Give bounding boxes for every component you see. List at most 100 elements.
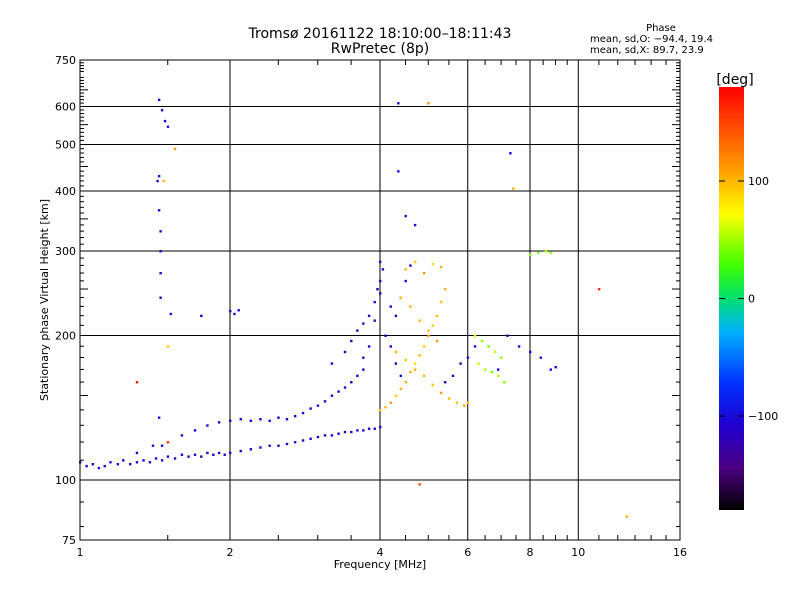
data-point-x-mode — [536, 251, 540, 254]
data-point-x-mode — [503, 381, 506, 384]
colorbar-unit-label: [deg] — [716, 72, 753, 88]
phase-statistics-header: Phase — [646, 23, 676, 34]
data-point-o-mode — [367, 427, 371, 430]
data-point-x-mode — [404, 268, 407, 271]
data-point-x-mode — [466, 401, 470, 404]
data-point-o-mode — [301, 411, 305, 415]
data-point-o-mode — [373, 319, 376, 322]
data-point-o-mode — [285, 418, 289, 421]
data-point-o-mode — [151, 444, 155, 447]
data-point-o-mode — [180, 434, 184, 437]
x-tick-label: 8 — [527, 546, 534, 559]
data-point-o-mode — [404, 279, 407, 283]
data-point-o-mode — [379, 292, 382, 295]
data-point-x-mode — [384, 405, 387, 409]
data-point-o-mode — [91, 462, 95, 466]
data-point-o-mode — [330, 434, 334, 437]
data-point-x-mode — [422, 271, 426, 275]
data-point-x-mode — [480, 339, 484, 343]
data-point-o-mode — [509, 152, 512, 155]
data-point-o-mode — [166, 125, 170, 128]
data-point-o-mode — [277, 416, 280, 419]
data-point-x-mode — [394, 350, 398, 354]
data-point-o-mode — [316, 435, 320, 439]
data-point-o-mode — [466, 356, 470, 359]
data-point-o-mode — [362, 356, 365, 359]
data-point-x-mode — [431, 262, 434, 266]
data-point-x-mode — [512, 187, 515, 190]
data-point-o-mode — [239, 449, 242, 453]
data-point-o-mode — [554, 365, 557, 369]
data-point-o-mode — [379, 260, 382, 264]
data-point-o-mode — [249, 448, 253, 451]
data-point-o-mode — [397, 102, 400, 105]
data-point-x-mode — [463, 404, 466, 407]
data-point-x-mode — [379, 408, 382, 412]
data-point-o-mode — [160, 459, 164, 462]
data-point-o-mode — [496, 368, 500, 371]
data-point-x-mode — [389, 401, 392, 404]
colorbar-tick-label: 0 — [748, 293, 755, 306]
y-tick-label: 500 — [55, 139, 76, 152]
data-point-o-mode — [549, 368, 553, 371]
data-point-o-mode — [397, 170, 400, 173]
data-point-x-mode — [404, 358, 407, 362]
data-point-o-mode — [157, 416, 161, 419]
data-point-x-mode — [431, 324, 434, 327]
data-point-x-mode — [496, 374, 500, 378]
data-point-o-mode — [293, 414, 297, 418]
data-point-x-mode — [500, 356, 503, 359]
data-point-o-mode — [212, 453, 215, 456]
data-point-x-mode — [443, 288, 447, 291]
data-point-o-mode — [233, 312, 236, 316]
data-point-x-mode — [455, 401, 459, 404]
data-point-x-mode — [413, 260, 417, 264]
y-axis-tick-labels: 75 100 200 300 400 500 600 750 — [55, 54, 76, 547]
data-point-o-mode — [268, 444, 271, 447]
data-point-o-mode — [156, 179, 159, 183]
data-point-x-mode — [427, 334, 430, 337]
data-point-x-mode — [625, 515, 628, 518]
phase-statistics: Phase mean, sd,O: −94.4, 19.4 mean, sd,X… — [590, 23, 713, 56]
data-point-o-mode — [399, 374, 403, 378]
scatter-points — [79, 98, 628, 518]
data-point-o-mode — [223, 453, 226, 456]
data-point-o-mode — [135, 451, 139, 455]
data-point-x-mode — [493, 350, 497, 354]
data-point-o-mode — [200, 314, 203, 318]
data-point-o-mode — [394, 362, 398, 365]
data-point-o-mode — [159, 230, 162, 233]
data-point-o-mode — [376, 288, 379, 291]
data-point-x-mode — [413, 368, 417, 371]
data-point-o-mode — [443, 381, 447, 384]
data-point-x-mode — [162, 179, 165, 183]
data-point-o-mode — [122, 459, 125, 462]
data-point-o-mode — [309, 437, 312, 440]
data-point-o-mode — [343, 430, 347, 434]
y-tick-label: 75 — [62, 534, 76, 547]
data-point-o-mode — [362, 322, 365, 325]
data-point-o-mode — [229, 309, 232, 313]
data-point-o-mode — [379, 425, 382, 429]
y-axis-label: Stationary phase Virtual Height [km] — [38, 199, 51, 401]
data-point-o-mode — [200, 455, 203, 458]
gridlines — [80, 60, 680, 540]
data-point-o-mode — [343, 386, 347, 389]
data-point-o-mode — [323, 400, 327, 403]
data-point-o-mode — [409, 264, 412, 267]
data-point-o-mode — [473, 345, 477, 348]
data-point-o-mode — [187, 455, 190, 458]
data-point-o-mode — [166, 455, 170, 458]
data-point-o-mode — [217, 421, 221, 424]
data-point-o-mode — [259, 418, 262, 421]
data-point-o-mode — [85, 464, 88, 468]
data-point-x-mode — [166, 441, 170, 444]
data-point-o-mode — [389, 345, 392, 348]
data-point-x-mode — [399, 296, 403, 299]
data-point-x-mode — [435, 314, 439, 318]
x-tick-label: 4 — [377, 546, 384, 559]
data-point-x-mode — [418, 483, 421, 486]
data-point-o-mode — [517, 345, 521, 348]
data-point-x-mode — [529, 253, 532, 256]
